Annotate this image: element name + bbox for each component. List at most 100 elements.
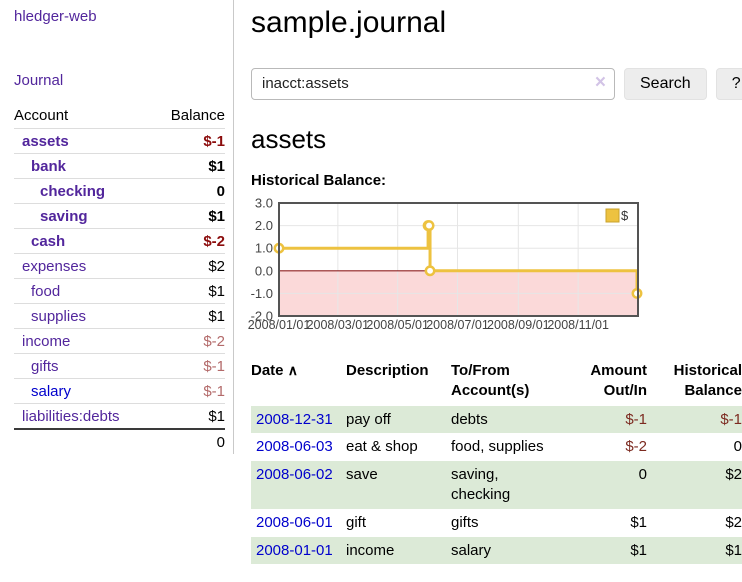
historical-balance-chart: $3.0 2.0 1.0 0.0 -1.0 -2.02008/01/012008/03/0… xyxy=(248,196,643,332)
transaction-date-link[interactable]: 2008-06-03 xyxy=(256,438,333,456)
transaction-amount: $-1 xyxy=(625,410,647,428)
register-header-row: Date ∧ Description To/From Account(s) Am… xyxy=(251,359,742,406)
account-link-saving[interactable]: saving xyxy=(40,207,88,225)
account-balance: 0 xyxy=(216,182,225,200)
x-axis-tick-label: 2008/11/01 xyxy=(547,318,609,332)
transaction-description: eat & shop xyxy=(346,438,418,456)
account-row: saving $1 xyxy=(14,203,225,229)
account-balance: $-2 xyxy=(203,232,225,250)
transaction-accounts: food, supplies xyxy=(451,438,544,456)
account-row: assets $-1 xyxy=(14,128,225,154)
accounts-total-row: 0 xyxy=(14,429,225,454)
transaction-accounts: salary xyxy=(451,541,492,559)
main-content: sample.journal × Search ? assets Histori… xyxy=(234,0,742,565)
search-box: × xyxy=(251,67,615,100)
page-title: sample.journal xyxy=(251,6,447,39)
accounts-column-line2: Account(s) xyxy=(451,381,530,399)
accounts-header-balance: Balance xyxy=(170,107,225,124)
account-row: gifts $-1 xyxy=(14,353,225,379)
account-balance: $-1 xyxy=(203,132,225,150)
register-header-balance: Historical Balance xyxy=(647,359,742,406)
accounts-column-line1: To/From xyxy=(451,362,510,380)
search-input[interactable] xyxy=(251,67,615,100)
register-header-description: Description xyxy=(346,362,429,380)
transaction-row: 2008-12-31 pay off debts $-1 $-1 xyxy=(251,405,742,434)
legend-label: $ xyxy=(621,208,629,223)
account-row: salary $-1 xyxy=(14,378,225,404)
transaction-date-link[interactable]: 2008-06-01 xyxy=(256,513,333,531)
transaction-date-link[interactable]: 2008-06-02 xyxy=(256,466,333,484)
account-row: income $-2 xyxy=(14,328,225,354)
transaction-description: pay off xyxy=(346,410,391,428)
help-button[interactable]: ? xyxy=(715,67,742,100)
y-axis-tick-label: -1.0 xyxy=(251,286,273,301)
transaction-amount: 0 xyxy=(638,466,647,484)
account-link-checking[interactable]: checking xyxy=(40,182,106,200)
transaction-row: 2008-06-02 save saving, checking 0 $2 xyxy=(251,461,742,509)
x-axis-tick-label: 2008/05/01 xyxy=(366,318,429,332)
account-row: bank $1 xyxy=(14,153,225,179)
account-balance: $2 xyxy=(208,257,225,275)
transaction-description: income xyxy=(346,541,395,559)
account-balance: $-2 xyxy=(203,332,225,350)
accounts-header-account: Account xyxy=(14,107,69,124)
app-layout: hledger-web Journal Account Balance asse… xyxy=(0,0,742,565)
account-link-gifts[interactable]: gifts xyxy=(31,357,59,375)
legend-swatch xyxy=(605,208,620,223)
transaction-amount: $-2 xyxy=(625,438,647,456)
account-link-food[interactable]: food xyxy=(31,282,61,300)
accounts-table: Account Balance assets $-1 bank $1 checking 0… xyxy=(14,104,225,454)
sidebar: hledger-web Journal Account Balance asse… xyxy=(0,0,234,454)
account-link-cash[interactable]: cash xyxy=(31,232,66,250)
account-balance: $1 xyxy=(208,282,225,300)
chart-title: Historical Balance: xyxy=(251,172,387,190)
account-heading: assets xyxy=(251,123,327,154)
transaction-balance: $2 xyxy=(725,513,742,531)
transaction-description: gift xyxy=(346,513,367,531)
account-row: checking 0 xyxy=(14,178,225,204)
transaction-date-link[interactable]: 2008-01-01 xyxy=(256,541,333,559)
transaction-date-link[interactable]: 2008-12-31 xyxy=(256,410,333,428)
account-balance: $-1 xyxy=(203,382,225,400)
y-axis-tick-label: 2.0 xyxy=(255,218,273,233)
amount-column-line2: Out/In xyxy=(603,381,647,399)
register-header-amount: Amount Out/In xyxy=(571,359,647,406)
account-link-bank[interactable]: bank xyxy=(31,157,67,175)
account-link-income[interactable]: income xyxy=(22,332,71,350)
transaction-row: 2008-06-03 eat & shop food, supplies $-2 0 xyxy=(251,433,742,461)
brand-link[interactable]: hledger-web xyxy=(14,8,97,25)
transaction-row: 2008-01-01 income salary $1 $1 xyxy=(251,536,742,565)
x-axis-tick-label: 2008/09/01 xyxy=(487,318,550,332)
account-balance: $1 xyxy=(208,307,225,325)
account-row: liabilities:debts $1 xyxy=(14,403,225,430)
account-balance: $1 xyxy=(208,407,225,425)
data-point-marker xyxy=(423,220,435,232)
search-form: × Search ? xyxy=(251,67,742,100)
account-balance: $1 xyxy=(208,207,225,225)
register-table: Date ∧ Description To/From Account(s) Am… xyxy=(251,359,742,565)
transaction-balance: $2 xyxy=(725,466,742,484)
transaction-description: save xyxy=(346,466,378,484)
amount-column-line1: Amount xyxy=(590,362,647,380)
data-point-marker xyxy=(424,265,436,277)
register-header-date[interactable]: Date ∧ xyxy=(251,359,346,406)
date-column-label: Date xyxy=(251,362,284,380)
sidebar-item-journal[interactable]: Journal xyxy=(14,72,64,89)
clear-search-icon[interactable]: × xyxy=(594,71,606,93)
accounts-total-spacer xyxy=(14,429,153,454)
sort-ascending-icon: ∧ xyxy=(287,362,298,379)
account-link-assets[interactable]: assets xyxy=(22,132,69,150)
account-link-expenses[interactable]: expenses xyxy=(22,257,87,275)
y-axis-tick-label: -2.0 xyxy=(251,309,273,324)
account-link-salary[interactable]: salary xyxy=(31,382,72,400)
account-link-liabilities-debts[interactable]: liabilities:debts xyxy=(22,407,120,425)
search-button[interactable]: Search xyxy=(624,67,707,100)
y-axis-tick-label: 3.0 xyxy=(255,196,273,211)
account-row: food $1 xyxy=(14,278,225,304)
balance-column-line2: Balance xyxy=(684,381,742,399)
account-link-supplies[interactable]: supplies xyxy=(31,307,87,325)
transaction-amount: $1 xyxy=(630,513,647,531)
account-row: supplies $1 xyxy=(14,303,225,329)
account-balance: $1 xyxy=(208,157,225,175)
balance-column-line1: Historical xyxy=(673,362,742,380)
